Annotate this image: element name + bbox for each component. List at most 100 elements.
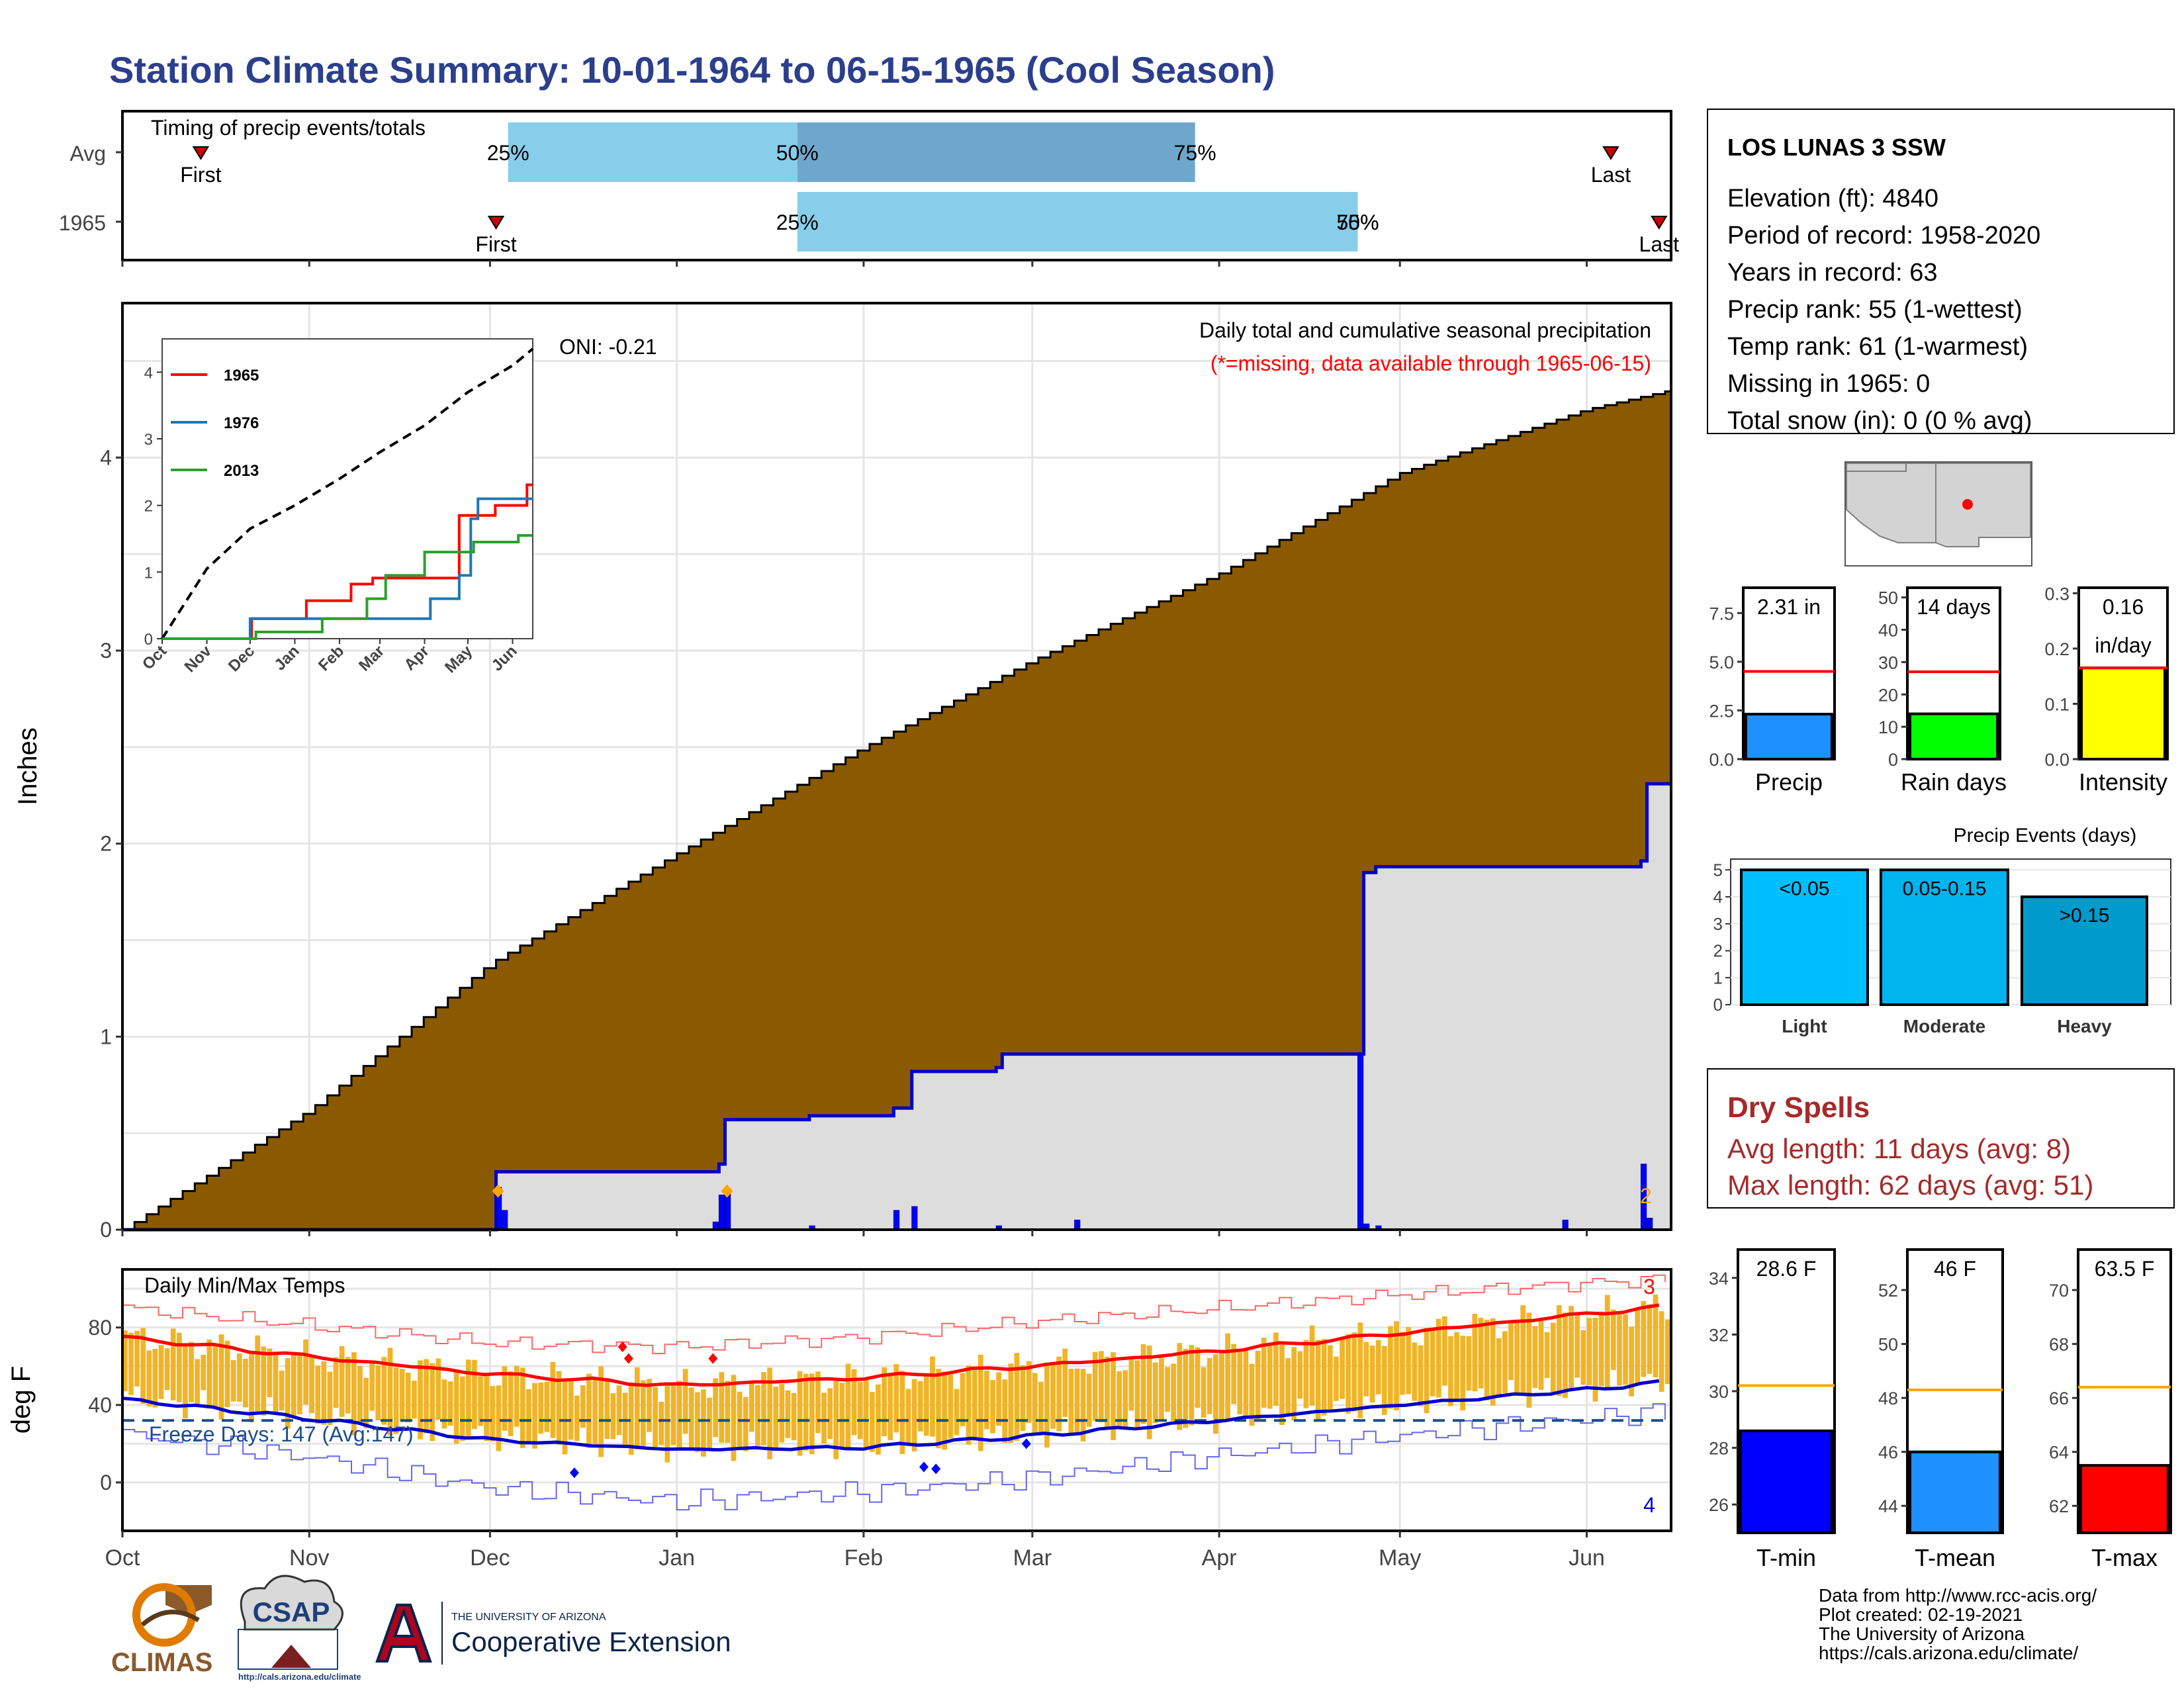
temp-day-bar-32 <box>315 1365 321 1424</box>
temp-day-bar-3 <box>140 1328 146 1404</box>
temp-day-bar-76 <box>580 1385 586 1428</box>
temperature-chart: 0 40 80 Oct Nov Dec Jan Feb Mar Apr May Jun Daily … <box>7 1268 1672 1571</box>
summary-bars: 0.0 2.5 5.0 7.5 2.31 in Precip 0 10 20 30 40 50 14 d… <box>1709 584 2169 796</box>
precip-ytick-label-0: 0 <box>100 1218 112 1242</box>
temp-day-bar-50 <box>424 1359 429 1434</box>
station-info-frame <box>1707 109 2175 434</box>
temp-day-bar-133 <box>923 1375 929 1436</box>
dry-spells-title: Dry Spells <box>1727 1091 1870 1124</box>
precip-marker-0 <box>492 1184 504 1198</box>
csap-logo-text: CSAP <box>253 1596 330 1627</box>
temp-day-bar-225 <box>1478 1318 1484 1389</box>
temp-day-bar-152 <box>1038 1381 1044 1435</box>
station-elevation: Elevation (ft): 4840 <box>1727 185 1938 212</box>
temp-day-bar-7 <box>164 1348 170 1391</box>
avg-max-line <box>122 1303 1660 1387</box>
temp-day-bar-162 <box>1099 1351 1104 1422</box>
temp-day-bar-195 <box>1297 1351 1303 1399</box>
footer-credit-1: Data from http://www.rcc-acis.org/ <box>1819 1585 2097 1606</box>
temp-day-bar-252 <box>1641 1301 1647 1377</box>
daily-precip-bar-6 <box>893 1210 900 1230</box>
month-label-apr: Apr <box>1202 1545 1237 1571</box>
temp-summary-0-bar <box>1739 1429 1833 1534</box>
temp-summary-2-ytick-label-1: 64 <box>2049 1443 2069 1463</box>
temp-day-bar-205 <box>1357 1322 1363 1418</box>
precip-ytick-label-4: 4 <box>100 445 112 469</box>
temp-day-bar-249 <box>1623 1314 1628 1385</box>
temp-day-bar-137 <box>948 1373 954 1439</box>
temp-day-bar-239 <box>1563 1312 1568 1398</box>
temp-panel-label: Daily Min/Max Temps <box>144 1273 345 1297</box>
temp-day-bar-134 <box>930 1356 935 1437</box>
climas-logo-text: CLIMAS <box>111 1648 212 1677</box>
temp-day-bar-172 <box>1159 1357 1164 1421</box>
temp-day-bar-248 <box>1617 1313 1622 1386</box>
temp-day-bar-256 <box>1664 1319 1670 1385</box>
events-bar-label-2: >0.15 <box>2060 905 2110 927</box>
temp-day-bar-111 <box>791 1393 797 1441</box>
temp-day-bar-118 <box>833 1381 839 1459</box>
temp-day-bar-196 <box>1303 1340 1309 1408</box>
temp-summary-2-ytick-label-2: 66 <box>2049 1389 2069 1408</box>
csap-logo: CSAP http://cals.arizona.edu/climate <box>238 1575 361 1682</box>
temp-day-bar-206 <box>1363 1342 1369 1396</box>
temp-day-bar-44 <box>387 1348 393 1436</box>
temp-day-bar-115 <box>815 1371 821 1434</box>
events-bar-light <box>1740 868 1869 1006</box>
temp-day-bar-164 <box>1111 1352 1116 1440</box>
precip-corner-count: 2 <box>1640 1184 1652 1208</box>
precip-markers <box>492 1184 733 1198</box>
summary-0-ytick-label-2: 5.0 <box>1709 653 1734 672</box>
temp-day-bar-177 <box>1189 1345 1195 1426</box>
temp-day-bar-170 <box>1146 1346 1152 1440</box>
temp-day-bar-34 <box>327 1371 333 1426</box>
temp-day-bar-103 <box>743 1396 749 1451</box>
temp-day-bar-229 <box>1502 1331 1508 1393</box>
temp-day-bar-191 <box>1273 1332 1279 1406</box>
events-bar-label-1: 0.05-0.15 <box>1903 878 1987 899</box>
events-bar-heavy <box>2021 895 2148 1006</box>
events-ytick-label-0: 0 <box>1713 995 1723 1015</box>
temp-day-bar-14 <box>206 1339 212 1409</box>
temp-day-bar-97 <box>707 1397 712 1449</box>
precip-ytick-label-1: 1 <box>100 1025 112 1048</box>
dry-spells-frame <box>1707 1068 2175 1209</box>
temp-day-bar-104 <box>749 1382 754 1432</box>
temp-day-bar-145 <box>996 1372 1001 1426</box>
temp-day-bar-197 <box>1309 1325 1315 1406</box>
temp-day-bar-132 <box>917 1381 923 1432</box>
temp-summary-1-ytick-label-2: 48 <box>1878 1389 1898 1408</box>
timing-1965-p50-label: 50% <box>1337 210 1379 234</box>
temp-day-bar-60 <box>484 1373 490 1441</box>
precip-x-ticks <box>121 1230 1588 1236</box>
temp-day-bar-16 <box>218 1334 224 1420</box>
temp-day-bar-215 <box>1418 1345 1424 1407</box>
station-location-dot <box>1962 499 1973 510</box>
temp-day-bar-131 <box>911 1379 917 1452</box>
temp-day-bar-143 <box>984 1371 989 1430</box>
temp-day-bar-218 <box>1435 1318 1441 1398</box>
temp-day-bar-169 <box>1140 1344 1146 1424</box>
timing-1965-last-marker <box>1651 216 1668 230</box>
temp-day-bar-203 <box>1345 1334 1351 1414</box>
temp-day-bar-242 <box>1580 1330 1586 1385</box>
temp-day-bar-223 <box>1466 1336 1472 1391</box>
inset-ytick-label-1: 1 <box>144 564 153 582</box>
temp-day-bar-18 <box>230 1359 236 1402</box>
temp-day-bar-0 <box>122 1330 128 1392</box>
timing-row-label-avg: Avg <box>69 142 106 165</box>
temp-day-bar-160 <box>1086 1373 1092 1427</box>
timing-avg-first-label: First <box>180 163 221 187</box>
ua-logo: THE UNIVERSITY OF ARIZONA Cooperative Ex… <box>375 1602 731 1665</box>
temp-day-bar-243 <box>1586 1318 1592 1386</box>
summary-0-ytick-label-0: 0.0 <box>1709 750 1734 770</box>
events-bar-label-0: <0.05 <box>1780 878 1830 899</box>
temp-day-bar-157 <box>1068 1369 1074 1436</box>
temp-day-bar-236 <box>1544 1332 1550 1379</box>
temp-day-bar-122 <box>857 1381 863 1440</box>
temp-marker-blue-2 <box>931 1463 941 1475</box>
state-north-shape <box>1846 463 1907 472</box>
station-name: LOS LUNAS 3 SSW <box>1727 134 1946 161</box>
events-ytick-label-5: 5 <box>1713 860 1723 880</box>
